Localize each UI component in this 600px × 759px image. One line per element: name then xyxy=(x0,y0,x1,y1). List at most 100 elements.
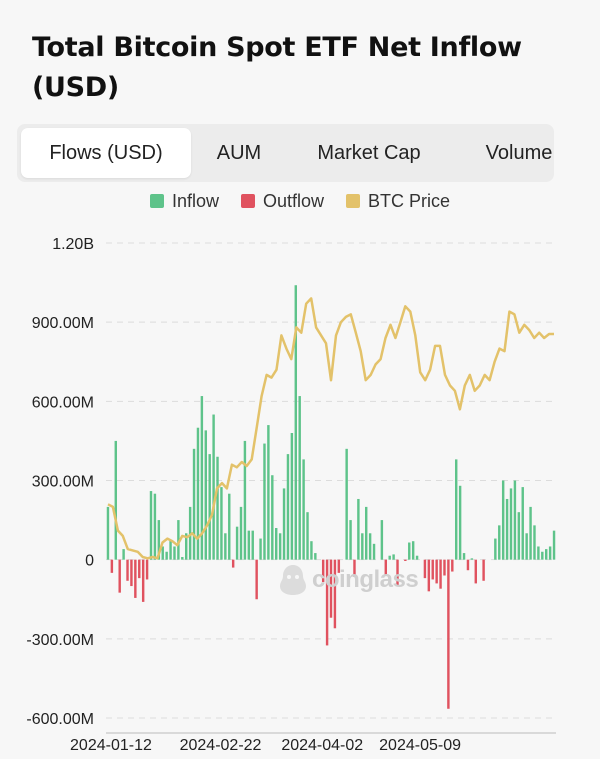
inflow-bar xyxy=(290,433,294,560)
legend-swatch-btc-price xyxy=(346,194,361,208)
inflow-bar xyxy=(228,493,231,560)
outflow-bar xyxy=(427,559,431,592)
inflow-bar xyxy=(169,539,172,560)
inflow-bar xyxy=(200,396,204,560)
inflow-bar xyxy=(149,491,153,560)
y-tick-label: -300.00M xyxy=(26,632,94,649)
x-tick-label: 2024-02-22 xyxy=(180,737,262,754)
y-tick-label: 1.20B xyxy=(52,236,94,253)
inflow-bar xyxy=(251,530,254,560)
outflow-bar xyxy=(255,559,258,600)
inflow-bar xyxy=(267,425,270,560)
inflow-bar xyxy=(275,528,278,560)
inflow-bar xyxy=(455,459,458,560)
inflow-bar xyxy=(525,533,528,560)
legend-label-btc-price: BTC Price xyxy=(368,190,451,211)
inflow-bar xyxy=(286,454,290,560)
inflow-bar xyxy=(216,456,219,560)
outflow-bar xyxy=(435,559,438,584)
inflow-bar xyxy=(106,506,110,560)
btc-price-line xyxy=(107,297,554,560)
inflow-bar xyxy=(177,520,180,560)
inflow-bar xyxy=(357,498,360,560)
inflow-bar xyxy=(224,533,227,560)
legend-label-inflow: Inflow xyxy=(171,190,219,211)
outflow-bar xyxy=(443,559,446,576)
outflow-bar xyxy=(325,559,329,646)
inflow-bar xyxy=(380,520,384,560)
outflow-bar xyxy=(134,559,137,598)
x-tick-label: 2024-01-12 xyxy=(70,737,152,754)
outflow-bar xyxy=(396,559,399,587)
outflow-bar xyxy=(118,559,121,593)
inflow-bar xyxy=(368,533,372,560)
tab-flows-usd[interactable]: Flows (USD) xyxy=(21,128,191,178)
outflow-bar xyxy=(423,559,427,579)
inflow-bar xyxy=(392,554,395,560)
inflow-bar xyxy=(282,488,286,560)
inflow-bar xyxy=(372,543,376,560)
inflow-bar xyxy=(545,549,548,560)
outflow-bar xyxy=(353,559,356,577)
inflow-bar xyxy=(365,506,368,560)
y-tick-label: -600.00M xyxy=(26,711,94,728)
inflow-bar xyxy=(408,542,411,560)
legend-label-outflow: Outflow xyxy=(262,190,325,211)
page-title: Total Bitcoin Spot ETF Net Inflow (USD) xyxy=(32,32,522,103)
inflow-bar xyxy=(361,533,364,560)
inflow-bar xyxy=(157,520,161,560)
outflow-bar xyxy=(384,559,387,576)
inflow-bar xyxy=(302,459,305,560)
inflow-bar xyxy=(533,525,536,560)
inflow-bar xyxy=(306,512,309,560)
inflow-bar xyxy=(517,512,521,560)
inflow-bar xyxy=(314,553,317,560)
inflow-bar xyxy=(298,396,301,560)
inflow-bar xyxy=(188,506,192,560)
tab-bar: Flows (USD) AUM Market Cap Volume xyxy=(17,124,554,182)
inflow-bar xyxy=(114,440,117,560)
inflow-bar xyxy=(263,443,266,560)
outflow-bar xyxy=(439,559,442,589)
y-tick-label: 900.00M xyxy=(32,315,94,332)
outflow-bar xyxy=(138,559,141,579)
outflow-bar xyxy=(321,559,325,583)
legend-item-outflow[interactable]: Outflow xyxy=(240,190,325,212)
tab-market-cap[interactable]: Market Cap xyxy=(317,142,421,164)
inflow-bar xyxy=(243,440,247,560)
inflow-bar xyxy=(208,454,211,560)
inflow-bar xyxy=(513,480,517,560)
outflow-bar xyxy=(482,559,485,581)
y-tick-label: 600.00M xyxy=(32,394,94,411)
y-tick-label: 300.00M xyxy=(32,474,94,491)
outflow-bar xyxy=(404,559,407,561)
inflow-bar xyxy=(349,520,352,560)
inflow-bar xyxy=(204,430,207,560)
y-tick-label: 0 xyxy=(85,553,94,570)
inflow-bar xyxy=(122,549,125,560)
outflow-bar xyxy=(130,559,133,587)
outflow-bar xyxy=(337,559,341,573)
outflow-bar xyxy=(451,559,454,572)
inflow-bar xyxy=(185,533,188,560)
inflow-bar xyxy=(521,487,524,560)
inflow-bar xyxy=(235,526,239,560)
tab-volume[interactable]: Volume xyxy=(485,142,553,164)
inflow-bar xyxy=(345,448,348,560)
inflow-bar xyxy=(388,555,391,560)
inflow-bar xyxy=(165,551,168,560)
inflow-bar xyxy=(470,558,474,560)
outflow-bar xyxy=(447,559,450,709)
legend-item-inflow[interactable]: Inflow xyxy=(149,190,219,212)
inflow-bar xyxy=(192,448,196,560)
outflow-bar xyxy=(145,559,149,580)
legend-item-btc-price[interactable]: BTC Price xyxy=(346,191,450,212)
legend-swatch-inflow xyxy=(149,194,164,208)
chart-legend: Inflow Outflow BTC Price xyxy=(0,189,600,213)
inflow-bar xyxy=(548,546,552,560)
inflow-bar xyxy=(212,414,215,560)
inflow-bar xyxy=(552,530,556,560)
tab-aum[interactable]: AUM xyxy=(216,142,262,164)
outflow-bar xyxy=(466,559,470,571)
